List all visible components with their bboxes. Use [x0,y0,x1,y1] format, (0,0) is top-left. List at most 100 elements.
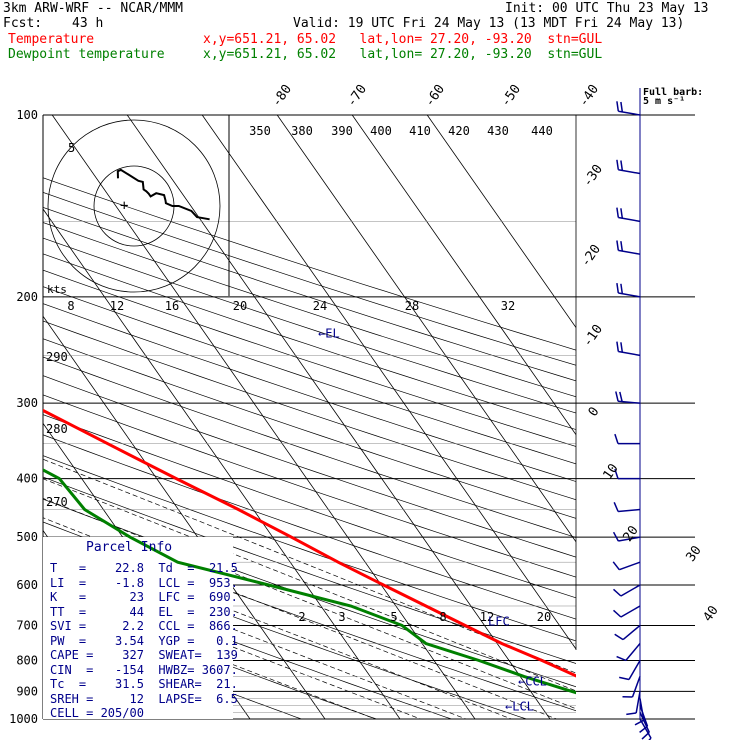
isotherm-line [426,115,576,329]
isotherm-label: 40 [700,603,721,624]
wind-barb-staff [618,536,641,542]
wind-barb-flag [614,633,624,641]
dry-adiabat-line [43,434,576,620]
storm-motion-marker: + [120,198,128,214]
hodograph-speed-label: 28 [405,299,419,313]
parcel-info-row: TT = 44 EL = 230. [50,604,238,619]
dry-adiabat-line [43,338,576,519]
pressure-tick-label: 700 [16,618,38,632]
temperature-profile [43,408,576,678]
wind-barb-flag [614,433,619,444]
barb-key-line1: Full barb: [643,87,703,98]
hodograph-kts-label: kts [47,283,67,296]
dewpoint-profile [43,468,576,695]
barb-key-line2: 5 m s⁻¹ [643,96,685,107]
theta-label: 400 [370,124,392,138]
isotherm-label: 0 [586,404,603,419]
pressure-tick-label: 500 [16,530,38,544]
dry-adiabat-line [43,192,576,366]
wind-barb-flag [620,342,624,353]
wind-barb-staff [620,584,641,597]
dewpoint-legend: Dewpoint temperature [8,47,165,62]
pressure-tick-label: 900 [16,684,38,698]
hodograph-speed-label: 8 [67,299,74,313]
hodograph-ring-label: 5 [68,141,75,155]
pressure-tick-label: 400 [16,472,38,486]
forecast-label: Fcst: [3,16,43,31]
wind-barb-staff [631,676,641,698]
dry-adiabat-label: 290 [46,350,68,364]
wind-barb-staff [620,605,641,618]
moist-adiabat-line [43,517,558,719]
parcel-info-row: PW = 3.54 YGP = 0.1 [50,633,238,648]
wind-barb-flag [626,712,637,716]
wind-barb-flag [612,531,619,542]
theta-label: 380 [291,124,313,138]
wind-barb-flag [641,731,650,740]
wind-barb-flag [619,676,630,681]
dry-adiabat-label: 270 [46,495,68,509]
dry-adiabat-line [43,206,576,382]
dry-adiabat-line [43,253,576,430]
dry-adiabat-line [43,222,576,398]
pressure-tick-label: 200 [16,290,38,304]
dry-adiabat-line [43,303,576,482]
temperature-location: x,y=651.21, 65.02 lat,lon= 27.20, -93.20… [203,32,603,47]
theta-label: 390 [331,124,353,138]
dry-adiabat-line [43,237,576,414]
wind-barb-flag [639,725,648,733]
mixing-ratio-label: 12 [480,610,494,624]
hodograph-ring [47,119,221,293]
dry-adiabat-line [43,414,576,599]
model-title: 3km ARW-WRF -- NCAR/MMM [3,1,184,16]
isotherm-label: -60 [422,82,448,110]
theta-label: 440 [531,124,553,138]
theta-label: 350 [249,124,271,138]
wind-barb-flag [648,737,652,740]
dry-adiabat-line [43,269,576,447]
pressure-tick-label: 300 [16,396,38,410]
parcel-info-row: SREH = 12 LAPSE= 6.5 [50,691,238,706]
wind-barb-flag [616,655,627,662]
hodograph-trace [116,168,210,221]
isotherms [43,115,576,719]
isotherm-line [201,115,576,650]
wind-barb-flag [620,101,624,113]
wind-barb-staff [622,624,641,641]
wind-barb-flag [616,240,620,251]
wind-barb-staff [635,691,641,714]
dry-adiabat-line [43,286,576,465]
isotherm-label: -10 [580,322,606,350]
isotherm-label: -50 [498,82,524,110]
wind-barb-flag [612,588,622,597]
parcel-info-row: LI = -1.8 LCL = 953. [50,575,238,590]
lfc-label: LFC [488,615,510,629]
parcel-info-row: SVI = 2.2 CCL = 866. [50,619,238,633]
theta-label: 410 [409,124,431,138]
wind-barb-flag [616,101,620,112]
parcel-info-row: CIN = -154 HWBZ= 3607. [50,662,238,677]
mixing-ratio-label: 20 [537,610,551,624]
wind-barb-staff [619,561,641,571]
dry-adiabat-label: 280 [46,422,68,436]
init-time: Init: 00 UTC Thu 23 May 13 [505,1,709,16]
dry-adiabat-line [43,594,378,719]
parcel-info-row: Tc = 31.5 SHEAR= 21. [50,677,238,691]
wind-barb-flag [616,207,620,218]
el-label: ←EL [318,326,340,340]
dry-adiabat-line [43,320,576,501]
pressure-tick-label: 100 [16,108,38,122]
wind-barb-flag [616,341,620,352]
dry-adiabat-line [43,394,576,578]
dry-adiabat-line [43,356,576,538]
dry-adiabat-line [43,498,576,688]
wind-barb-flag [614,468,619,479]
isotherm-line [51,115,476,719]
wind-barb-staff [618,508,641,513]
hodograph-speed-label: 24 [313,299,327,313]
wind-barb-flag [620,283,624,294]
isotherm-line [276,115,576,543]
wind-barb-flag [620,208,624,219]
